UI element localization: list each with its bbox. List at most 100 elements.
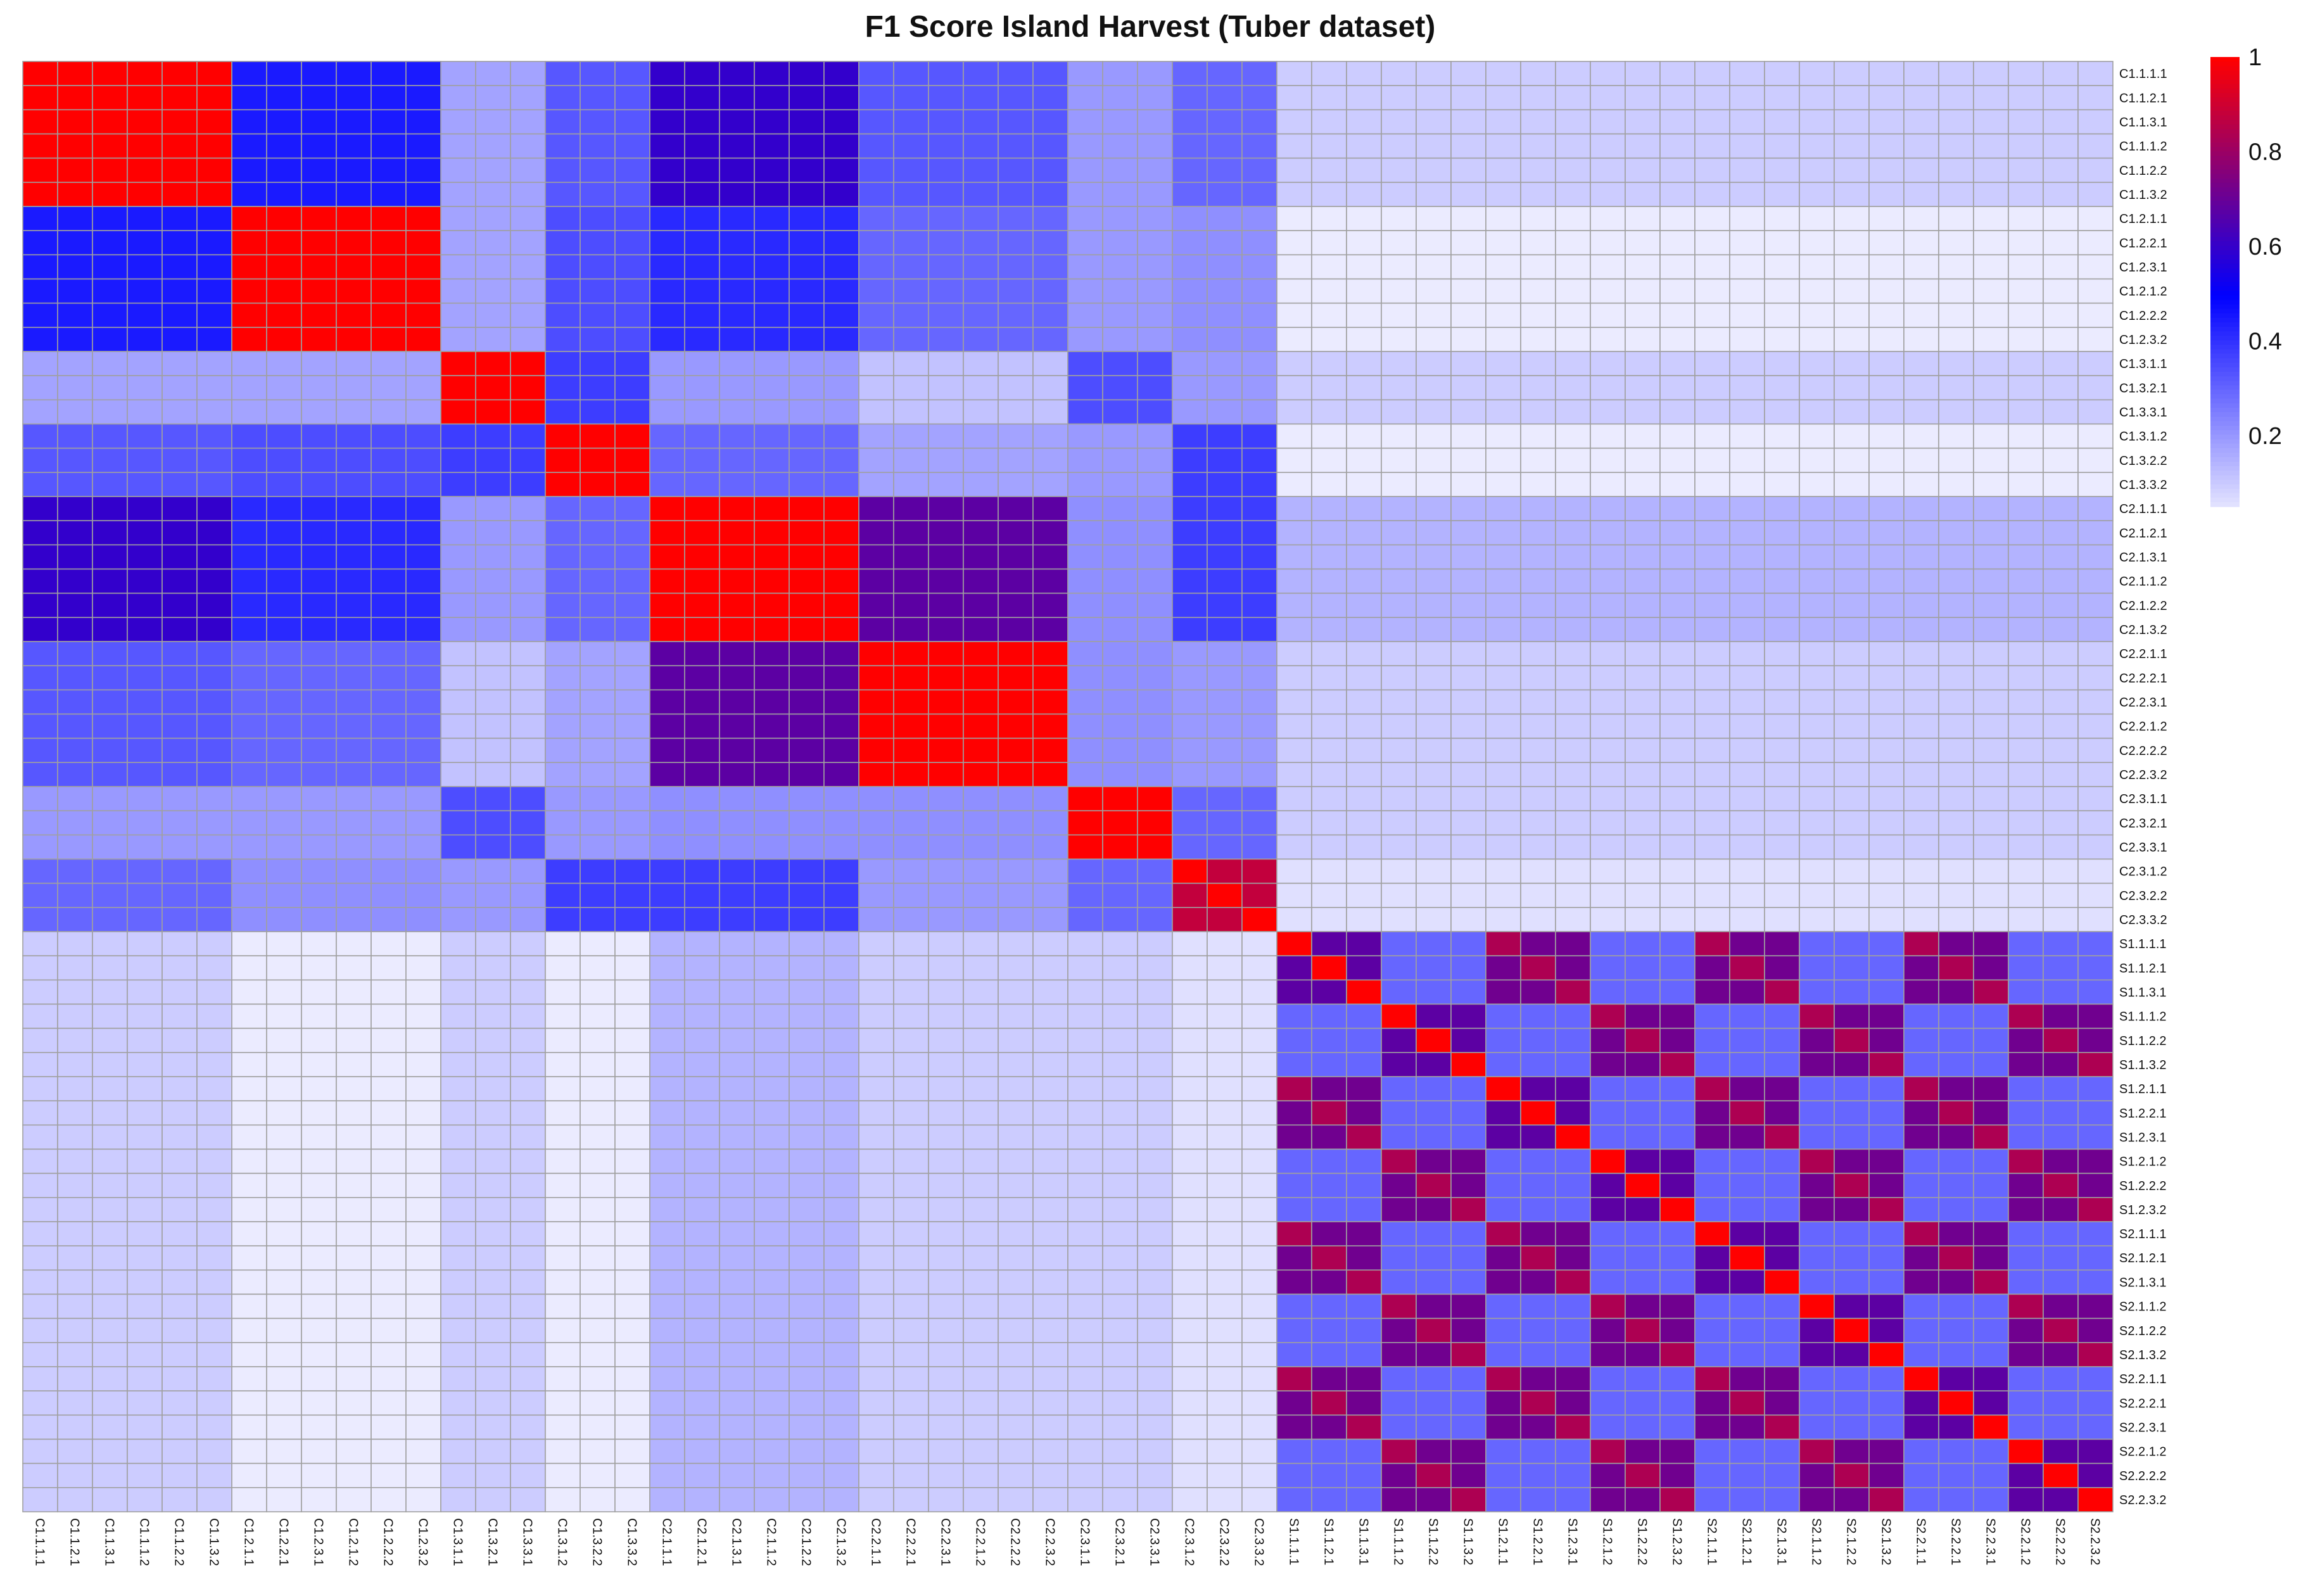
legend-color-step <box>2210 385 2240 390</box>
heatmap-cell <box>963 1487 999 1512</box>
heatmap-cell <box>1659 447 1696 473</box>
heatmap-cell <box>1450 858 1486 884</box>
heatmap-cell <box>580 399 616 425</box>
heatmap-cell <box>2043 762 2079 787</box>
heatmap-cell <box>998 786 1034 811</box>
heatmap-cell <box>1834 955 1870 981</box>
heatmap-cell <box>893 1293 929 1319</box>
heatmap-cell <box>1834 713 1870 739</box>
heatmap-cell <box>336 568 372 594</box>
heatmap-cell <box>1346 206 1382 231</box>
heatmap-cell <box>684 713 720 739</box>
heatmap-cell <box>1381 109 1417 135</box>
heatmap-cell <box>1241 762 1277 787</box>
heatmap-cell <box>405 1100 441 1126</box>
column-label: S1.2.1.2 <box>1601 1518 1614 1566</box>
heatmap-cell <box>1067 85 1103 111</box>
heatmap-cell <box>893 689 929 715</box>
heatmap-cell <box>823 1245 859 1271</box>
heatmap-cell <box>57 254 93 280</box>
heatmap-cell <box>649 1462 685 1488</box>
heatmap-cell <box>371 1293 407 1319</box>
heatmap-cell <box>1659 1269 1696 1295</box>
heatmap-cell <box>475 1221 511 1246</box>
heatmap-cell <box>963 423 999 449</box>
heatmap-cell <box>684 206 720 231</box>
heatmap-cell <box>963 641 999 666</box>
heatmap-cell <box>998 1172 1034 1198</box>
legend-color-step <box>2210 218 2240 224</box>
heatmap-cell <box>1729 85 1765 111</box>
heatmap-cell <box>1102 1438 1138 1464</box>
heatmap-cell <box>1973 1269 2009 1295</box>
heatmap-cell <box>196 472 232 497</box>
heatmap-cell <box>162 1172 198 1198</box>
heatmap-cell <box>1450 351 1486 376</box>
heatmap-cell <box>1973 907 2009 932</box>
heatmap-cell <box>2043 206 2079 231</box>
heatmap-cell <box>1067 1076 1103 1101</box>
heatmap-cell <box>1346 834 1382 860</box>
heatmap-cell <box>22 1148 58 1174</box>
heatmap-cell <box>1276 1197 1312 1222</box>
heatmap-cell <box>266 1003 302 1029</box>
heatmap-cell <box>301 1317 337 1343</box>
heatmap-cell <box>1137 568 1173 594</box>
heatmap-cell <box>823 1293 859 1319</box>
heatmap-cell <box>336 979 372 1005</box>
heatmap-cell <box>1659 1148 1696 1174</box>
heatmap-cell <box>823 327 859 352</box>
heatmap-cell <box>789 762 825 787</box>
heatmap-cell <box>649 496 685 521</box>
heatmap-cell <box>1694 713 1730 739</box>
row-label: C2.3.2.1 <box>2119 816 2167 830</box>
heatmap-cell <box>2077 955 2114 981</box>
heatmap-cell <box>1590 1100 1626 1126</box>
heatmap-cell <box>580 520 616 546</box>
heatmap-cell <box>2043 278 2079 304</box>
heatmap-cell <box>928 1245 964 1271</box>
heatmap-cell <box>998 1366 1034 1391</box>
heatmap-cell <box>823 592 859 618</box>
heatmap-cell <box>301 665 337 691</box>
heatmap-cell <box>475 423 511 449</box>
heatmap-cell <box>336 520 372 546</box>
heatmap-cell <box>1799 302 1835 328</box>
heatmap-cell <box>1938 254 1974 280</box>
heatmap-cell <box>1938 1027 1974 1053</box>
heatmap-cell <box>162 907 198 932</box>
heatmap-cell <box>1868 1076 1905 1101</box>
column-label: S1.1.2.2 <box>1426 1518 1440 1566</box>
heatmap-cell <box>963 182 999 207</box>
heatmap-cell <box>1590 786 1626 811</box>
heatmap-cell <box>1276 423 1312 449</box>
heatmap-cell <box>336 762 372 787</box>
heatmap-cell <box>754 496 790 521</box>
heatmap-cell <box>1764 327 1800 352</box>
heatmap-cell <box>22 157 58 183</box>
heatmap-cell <box>371 327 407 352</box>
heatmap-cell <box>1381 617 1417 642</box>
heatmap-cell <box>196 302 232 328</box>
heatmap-cell <box>2008 1076 2044 1101</box>
heatmap-cell <box>1485 713 1521 739</box>
heatmap-cell <box>1032 1245 1068 1271</box>
heatmap-cell <box>1207 1317 1243 1343</box>
heatmap-cell <box>580 1462 616 1488</box>
heatmap-cell <box>1834 399 1870 425</box>
heatmap-cell <box>1729 61 1765 86</box>
heatmap-cell <box>963 1197 999 1222</box>
heatmap-cell <box>1381 979 1417 1005</box>
heatmap-cell <box>1729 1462 1765 1488</box>
heatmap-cell <box>1067 1342 1103 1367</box>
heatmap-cell <box>580 254 616 280</box>
heatmap-cell <box>893 1366 929 1391</box>
heatmap-cell <box>1903 61 1939 86</box>
heatmap-cell <box>789 109 825 135</box>
heatmap-cell <box>1973 713 2009 739</box>
heatmap-cell <box>1241 1221 1277 1246</box>
heatmap-cell <box>301 1052 337 1077</box>
heatmap-cell <box>1903 592 1939 618</box>
heatmap-cell <box>1799 1487 1835 1512</box>
heatmap-cell <box>580 496 616 521</box>
